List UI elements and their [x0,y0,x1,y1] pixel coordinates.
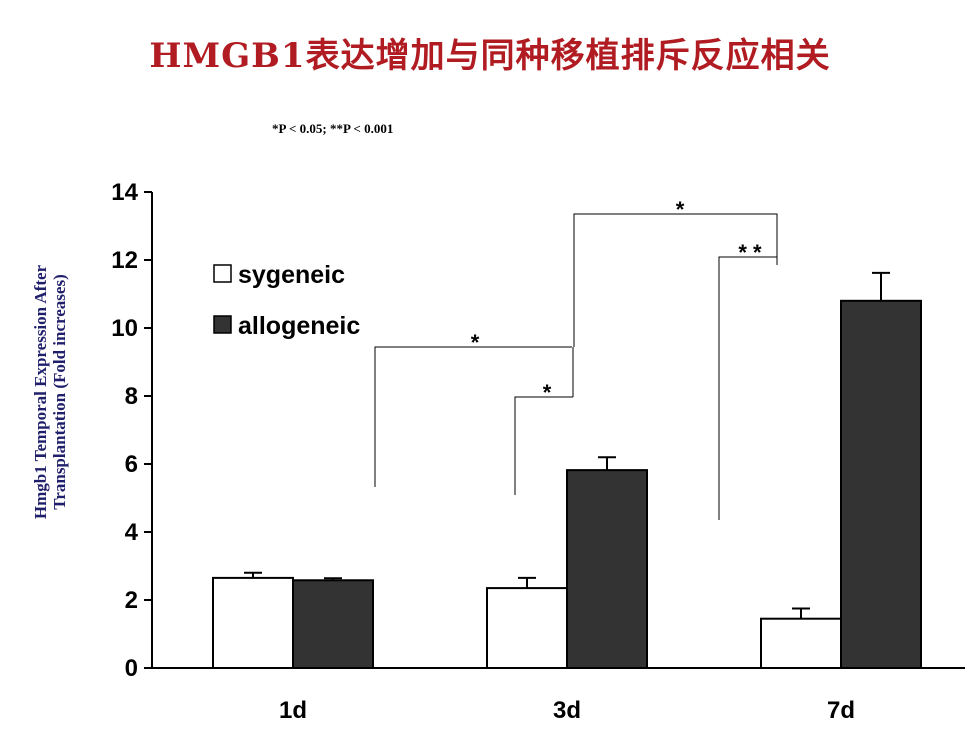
y-tick-label-4: 4 [125,519,139,546]
y-tick-label-6: 6 [125,451,138,478]
sig-bracket-3d-label: * [543,380,552,405]
sig-bracket-3d-7d [573,213,778,347]
legend-label-allogeneic: allogeneic [238,312,360,340]
legend-swatch-allogeneic [213,315,232,334]
legend-label-sygeneic: sygeneic [238,261,345,289]
y-tick-label-10: 10 [111,315,138,342]
y-tick-label-2: 2 [125,587,138,614]
y-tick-label-8: 8 [125,383,138,410]
sig-bracket-1d-3d-label: * [471,330,480,355]
page-title: HMGB1表达增加与同种移植排斥反应相关 [149,36,831,76]
sig-bracket-7d-label: * * [738,240,762,265]
legend-swatch-sygeneic [213,264,232,283]
sig-bracket-1d-3d [374,346,572,487]
x-category-label-3d: 3d [553,697,581,724]
significance-note: *P < 0.05; **P < 0.001 [272,121,394,136]
sig-bracket-3d [514,396,573,495]
y-tick-label-14: 14 [111,179,138,206]
bar-sygeneic-1d [212,576,294,670]
bar-allogeneic-3d [566,469,648,669]
y-tick-label-0: 0 [125,655,138,682]
bar-sygeneic-3d [486,587,568,669]
bar-allogeneic-7d [840,299,922,669]
sig-bracket-3d-7d-label: * [676,197,685,222]
bar-allogeneic-1d [292,579,374,670]
x-category-label-1d: 1d [279,697,307,724]
sig-bracket-7d [718,256,777,520]
y-tick-label-12: 12 [111,247,138,274]
x-category-label-7d: 7d [827,697,855,724]
bar-sygeneic-7d [760,617,842,670]
